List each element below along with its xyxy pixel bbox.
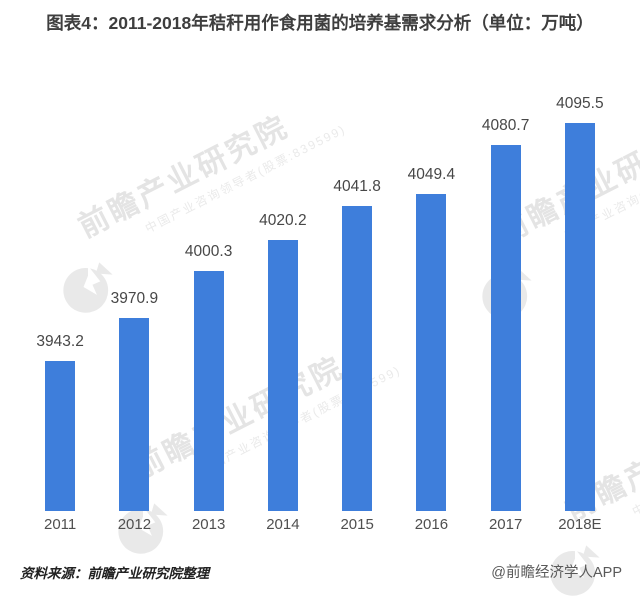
bar-value-label-2018E: 4095.5 [556, 95, 604, 112]
bar-value-label-2015: 4041.8 [333, 178, 381, 196]
bar-value-label-2016: 4049.4 [407, 166, 456, 184]
bar-2014 [267, 240, 298, 511]
bar-2016 [416, 194, 447, 511]
bar-column-2016: 4049.4 [394, 95, 468, 511]
x-tick-label-2015: 2015 [340, 516, 374, 533]
bar-column-2014: 4020.2 [246, 95, 320, 511]
bar-column-2017: 4080.7 [469, 95, 543, 511]
x-tick-label-2012: 2012 [117, 516, 152, 533]
bar-2015 [342, 206, 373, 511]
x-tick-label-2013: 2013 [191, 516, 226, 533]
plot-area: 3943.2 3970.9 4000.3 4020.2 4041.8 4049.4 4080… [23, 95, 617, 511]
chart-title: 图表4：2011-2018年秸秆用作食用菌的培养基需求分析（单位：万吨） [46, 13, 594, 33]
bar-2013 [193, 271, 224, 511]
bar-column-2013: 4000.3 [172, 95, 246, 511]
bar-value-label-2012: 3970.9 [110, 289, 159, 307]
bar-column-2018E: 4095.5 [543, 95, 617, 511]
bar-2011 [45, 361, 76, 511]
x-tick-label-2016: 2016 [414, 516, 449, 533]
bar-2018E [564, 123, 595, 511]
data-source-note: 资料来源：前瞻产业研究院整理 [20, 566, 209, 581]
x-tick-label-2011: 2011 [43, 516, 77, 533]
x-tick-label-2017: 2017 [488, 516, 523, 533]
bar-value-label-2014: 4020.2 [259, 212, 307, 230]
bar-column-2011: 3943.2 [23, 95, 97, 511]
x-tick-label-2014: 2014 [266, 516, 300, 533]
app-credit: @前瞻经济学人APP [491, 565, 622, 581]
bar-value-label-2013: 4000.3 [184, 243, 233, 261]
x-tick-label-2018E: 2018E [558, 516, 602, 533]
bar-value-label-2017: 4080.7 [481, 117, 530, 135]
bar-value-label-2011: 3943.2 [36, 333, 84, 350]
bar-2012 [119, 317, 150, 511]
bar-column-2015: 4041.8 [320, 95, 394, 511]
bar-2017 [490, 145, 521, 511]
bar-column-2012: 3970.9 [97, 95, 171, 511]
x-axis-labels: 2011 2012 2013 2014 2015 2016 2017 2018E [23, 516, 617, 533]
